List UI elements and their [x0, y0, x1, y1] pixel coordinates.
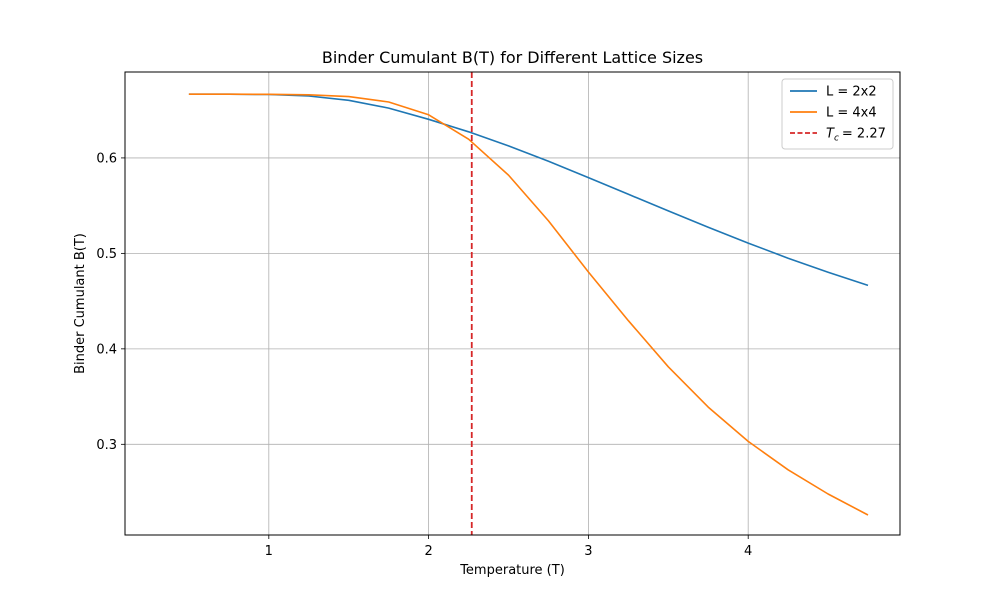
legend-label: L = 4x4: [826, 106, 877, 121]
legend-box: [781, 78, 894, 150]
ticks: 1 2 3 4 0.3 0.4 0.5 0.6: [96, 151, 752, 559]
grid: [125, 72, 900, 535]
y-tick-label: 0.5: [96, 247, 117, 262]
x-tick-label: 4: [744, 544, 752, 559]
series-line-2: [188, 93, 869, 516]
y-tick-label: 0.3: [96, 438, 117, 453]
plot-frame: [124, 71, 901, 536]
x-tick-label: 3: [584, 544, 592, 559]
x-tick-label: 2: [424, 544, 432, 559]
x-axis-label: Temperature (T): [459, 563, 565, 578]
y-tick-label: 0.6: [96, 151, 117, 166]
legend: L = 2x2 L = 4x4 Tc = 2.27: [781, 78, 894, 150]
series-line-1: [188, 93, 869, 287]
y-tick-label: 0.4: [96, 342, 117, 357]
chart-title: Binder Cumulant B(T) for Different Latti…: [322, 48, 703, 67]
legend-label: Tc = 2.27: [826, 127, 886, 144]
legend-label: L = 2x2: [826, 85, 877, 100]
series-layer: [188, 72, 869, 535]
y-axis-label: Binder Cumulant B(T): [73, 233, 88, 374]
x-tick-label: 1: [265, 544, 273, 559]
